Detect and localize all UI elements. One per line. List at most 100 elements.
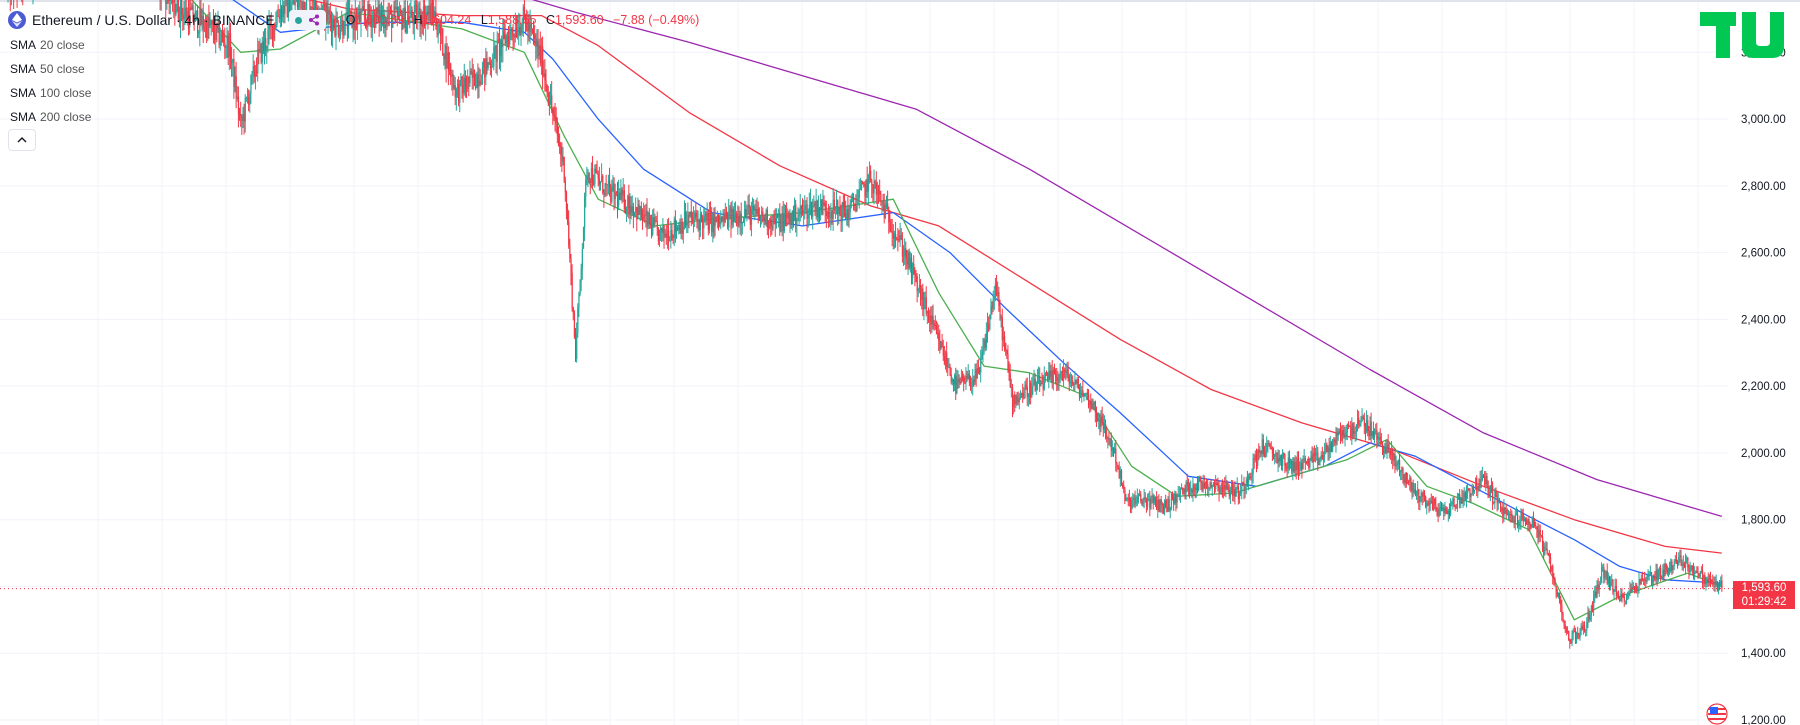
candle-body bbox=[789, 213, 791, 223]
candle-body bbox=[657, 228, 660, 242]
candle-body bbox=[888, 209, 890, 223]
candle-body bbox=[172, 0, 174, 3]
candle-body bbox=[1115, 448, 1117, 464]
candle-body bbox=[1140, 493, 1142, 501]
candle-body bbox=[590, 168, 593, 183]
candle-body bbox=[488, 62, 490, 64]
symbol-title[interactable]: Ethereum / U.S. Dollar · 4h · BINANCE bbox=[32, 12, 275, 28]
candle-body bbox=[1261, 439, 1263, 455]
candle-body bbox=[755, 209, 757, 214]
candle-body bbox=[628, 196, 630, 214]
candle-body bbox=[1500, 502, 1502, 511]
candle-body bbox=[688, 215, 690, 217]
candle-body bbox=[1217, 485, 1219, 488]
candle-body bbox=[1399, 459, 1401, 473]
candle-body bbox=[1383, 448, 1385, 454]
candle-body bbox=[502, 30, 504, 48]
candle-body bbox=[982, 348, 984, 352]
candle-body bbox=[483, 58, 485, 68]
candle-body bbox=[1069, 381, 1072, 384]
candle-body bbox=[264, 37, 266, 50]
candle-body bbox=[343, 34, 345, 36]
candle-body bbox=[1030, 382, 1032, 398]
legend-item-sma200[interactable]: SMA 200 close bbox=[10, 108, 91, 132]
legend-item-sma50[interactable]: SMA 50 close bbox=[10, 60, 91, 84]
market-status-pill[interactable] bbox=[288, 10, 326, 30]
candle-body bbox=[565, 192, 568, 210]
legend-item-sma20[interactable]: SMA 20 close bbox=[10, 36, 91, 60]
legend-sma-label: SMA bbox=[10, 38, 37, 52]
candle-body bbox=[426, 11, 428, 16]
candle-body bbox=[463, 77, 465, 93]
candle-body bbox=[1196, 484, 1199, 491]
candle-body bbox=[223, 36, 225, 43]
collapse-legend-button[interactable] bbox=[8, 129, 36, 151]
y-tick-label: 2,000.00 bbox=[1741, 448, 1786, 460]
candle-body bbox=[1089, 400, 1091, 406]
candle-body bbox=[1044, 373, 1047, 377]
candle-body bbox=[766, 209, 769, 228]
candle-body bbox=[1250, 476, 1252, 478]
candle-body bbox=[598, 178, 601, 185]
candle-body bbox=[1621, 593, 1623, 596]
candle-body bbox=[492, 66, 494, 68]
current-price-tag[interactable]: 1,593.60 01:29:42 bbox=[1733, 580, 1795, 609]
candle-body bbox=[719, 221, 721, 225]
candle-body bbox=[635, 207, 637, 212]
candle-body bbox=[1578, 634, 1580, 638]
low-label: L bbox=[480, 13, 488, 27]
candle-body bbox=[1105, 424, 1107, 435]
candle-body bbox=[233, 58, 235, 88]
candle-body bbox=[1345, 431, 1347, 436]
candle-body bbox=[476, 74, 478, 89]
candle-body bbox=[1673, 561, 1675, 566]
candle-body bbox=[1644, 579, 1646, 581]
candle-body bbox=[924, 297, 926, 299]
candle-body bbox=[547, 92, 549, 103]
candle-body bbox=[546, 84, 548, 93]
candle-body bbox=[1538, 529, 1540, 538]
candle-body bbox=[295, 0, 297, 2]
candle-body bbox=[1671, 561, 1673, 570]
ethereum-icon[interactable] bbox=[8, 11, 26, 29]
candle-body bbox=[1061, 371, 1064, 380]
candle-body bbox=[922, 288, 924, 310]
indicator-legend: SMA 20 close SMA 50 close SMA 100 close SMA… bbox=[10, 36, 91, 132]
candle-body bbox=[1393, 454, 1395, 461]
candle-body bbox=[671, 230, 673, 237]
candle-body bbox=[1370, 421, 1372, 436]
candle-body bbox=[795, 204, 797, 225]
candle-body bbox=[838, 207, 840, 215]
candle-body bbox=[1421, 493, 1423, 497]
legend-item-sma100[interactable]: SMA 100 close bbox=[10, 84, 91, 108]
candle-body bbox=[949, 367, 951, 375]
candle-body bbox=[1453, 498, 1455, 506]
candle-body bbox=[495, 45, 497, 62]
candle-body bbox=[410, 9, 412, 17]
us-flag-icon[interactable] bbox=[1706, 703, 1728, 725]
y-tick-label: 2,200.00 bbox=[1741, 381, 1786, 393]
candle-body bbox=[542, 46, 544, 77]
candle-body bbox=[1463, 492, 1465, 498]
candle-body bbox=[1670, 561, 1672, 572]
candle-body bbox=[1511, 515, 1513, 521]
candle-body bbox=[883, 204, 885, 218]
candle-body bbox=[1051, 370, 1053, 383]
candle-body bbox=[378, 5, 380, 24]
candle-body bbox=[1154, 496, 1157, 500]
candle-body bbox=[552, 108, 554, 116]
candle-body bbox=[1287, 457, 1289, 469]
candle-body bbox=[1464, 492, 1467, 500]
candle-body bbox=[332, 19, 334, 33]
candle-body bbox=[1334, 439, 1336, 444]
candle-body bbox=[823, 202, 825, 204]
candle-body bbox=[839, 207, 841, 215]
candle-body bbox=[802, 209, 804, 214]
candle-body bbox=[601, 176, 603, 182]
candle-body bbox=[1060, 371, 1062, 373]
candle-body bbox=[215, 23, 217, 40]
candle-body bbox=[750, 209, 753, 225]
candle-body bbox=[729, 207, 731, 212]
candle-body bbox=[1271, 449, 1274, 454]
